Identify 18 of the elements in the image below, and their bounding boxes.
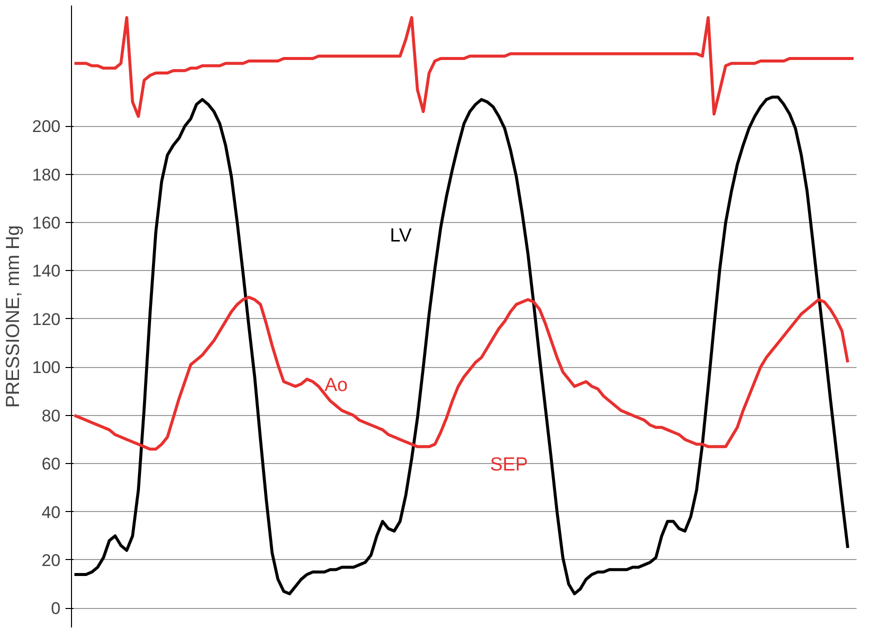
line-series bbox=[72, 16, 856, 118]
y-tick-label: 180 bbox=[32, 165, 61, 184]
annotation: LV bbox=[390, 226, 412, 247]
line-series bbox=[72, 296, 850, 451]
annotation: SEP bbox=[490, 454, 528, 476]
y-tick-label: 0 bbox=[51, 599, 61, 618]
y-tick-label: 200 bbox=[32, 117, 61, 136]
y-tick-label: 100 bbox=[32, 358, 61, 378]
y-tick-label: 140 bbox=[32, 262, 61, 281]
y-tick-label: 60 bbox=[42, 454, 61, 474]
y-tick-label: 80 bbox=[42, 406, 61, 426]
annotation: Ao bbox=[324, 375, 348, 396]
y-tick-label: 120 bbox=[32, 310, 61, 329]
y-tick-label: 20 bbox=[42, 550, 61, 570]
y-axis-title: PRESSIONE, mm Hg bbox=[3, 225, 24, 408]
y-tick-label: 160 bbox=[32, 213, 61, 232]
line-series bbox=[72, 96, 850, 596]
y-tick-label: 40 bbox=[42, 502, 61, 522]
